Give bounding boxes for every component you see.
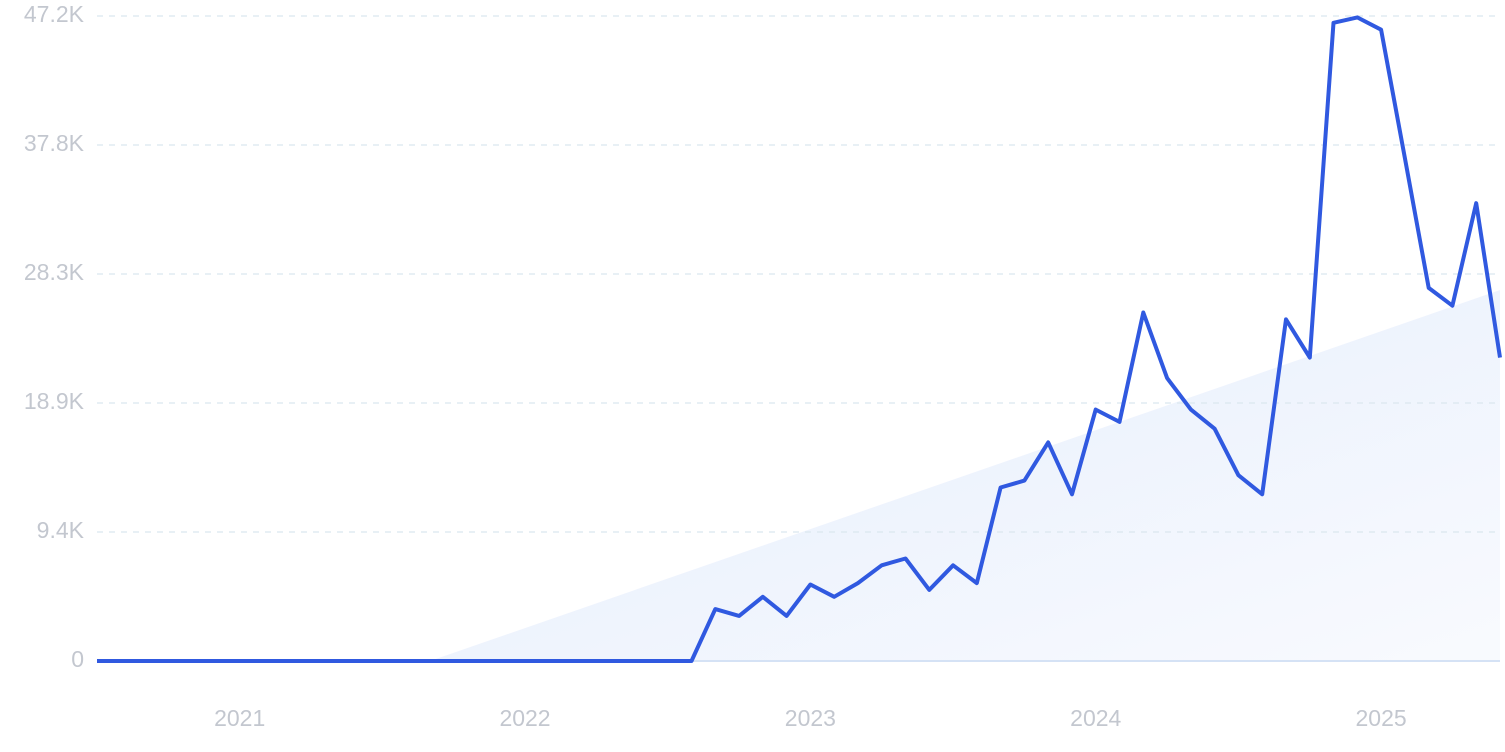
x-tick-label: 2021 xyxy=(214,705,265,731)
y-tick-label: 0 xyxy=(71,646,84,672)
x-tick-label: 2025 xyxy=(1356,705,1407,731)
x-tick-label: 2023 xyxy=(785,705,836,731)
x-tick-label: 2024 xyxy=(1070,705,1121,731)
y-tick-label: 47.2K xyxy=(24,1,85,27)
y-tick-label: 9.4K xyxy=(37,517,85,543)
trend-area xyxy=(430,290,1500,661)
x-tick-label: 2022 xyxy=(499,705,550,731)
data-line xyxy=(97,15,1502,663)
y-tick-label: 37.8K xyxy=(24,130,85,156)
y-tick-label: 28.3K xyxy=(24,259,85,285)
y-tick-label: 18.9K xyxy=(24,388,85,414)
